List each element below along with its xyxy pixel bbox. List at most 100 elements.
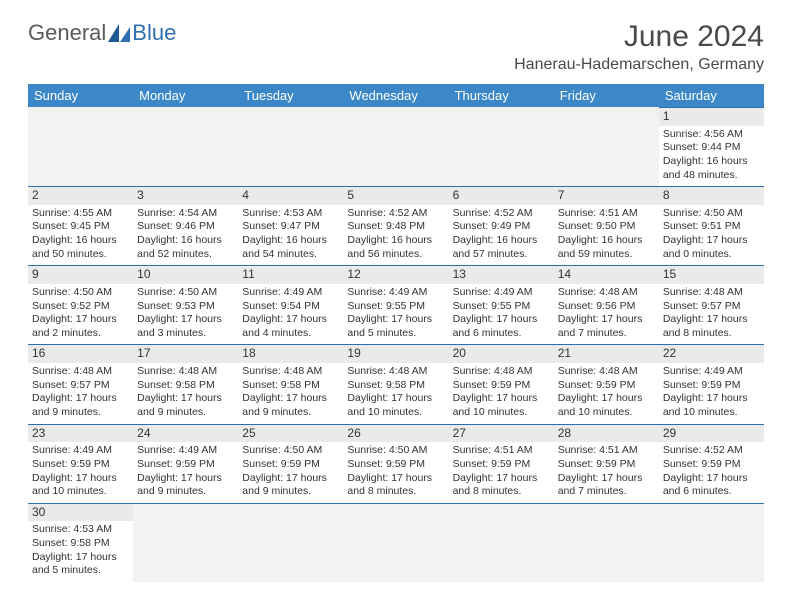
day-sunrise: Sunrise: 4:54 AM — [137, 207, 234, 221]
day-daylight2: and 10 minutes. — [663, 406, 760, 420]
day-daylight2: and 2 minutes. — [32, 327, 129, 341]
blank-cell — [343, 107, 448, 186]
blank-cell — [133, 503, 238, 582]
day-sunrise: Sunrise: 4:48 AM — [558, 286, 655, 300]
day-cell: 3Sunrise: 4:54 AMSunset: 9:46 PMDaylight… — [133, 186, 238, 265]
day-number: 14 — [554, 266, 659, 284]
day-number: 26 — [343, 425, 448, 443]
day-daylight1: Daylight: 17 hours — [137, 472, 234, 486]
day-sunrise: Sunrise: 4:49 AM — [32, 444, 129, 458]
day-sunset: Sunset: 9:59 PM — [663, 379, 760, 393]
blank-cell — [554, 107, 659, 186]
calendar-grid: SundayMondayTuesdayWednesdayThursdayFrid… — [28, 84, 764, 582]
day-sunrise: Sunrise: 4:51 AM — [453, 444, 550, 458]
day-daylight1: Daylight: 16 hours — [663, 155, 760, 169]
day-cell: 23Sunrise: 4:49 AMSunset: 9:59 PMDayligh… — [28, 424, 133, 503]
day-sunrise: Sunrise: 4:50 AM — [137, 286, 234, 300]
day-number: 9 — [28, 266, 133, 284]
day-daylight2: and 10 minutes. — [558, 406, 655, 420]
day-cell: 10Sunrise: 4:50 AMSunset: 9:53 PMDayligh… — [133, 265, 238, 344]
day-daylight1: Daylight: 17 hours — [453, 472, 550, 486]
logo-sail-icon — [108, 24, 130, 42]
day-daylight2: and 5 minutes. — [347, 327, 444, 341]
day-daylight2: and 0 minutes. — [663, 248, 760, 262]
day-sunset: Sunset: 9:55 PM — [347, 300, 444, 314]
day-sunset: Sunset: 9:59 PM — [558, 379, 655, 393]
day-number: 15 — [659, 266, 764, 284]
day-daylight2: and 54 minutes. — [242, 248, 339, 262]
day-cell: 12Sunrise: 4:49 AMSunset: 9:55 PMDayligh… — [343, 265, 448, 344]
day-cell: 25Sunrise: 4:50 AMSunset: 9:59 PMDayligh… — [238, 424, 343, 503]
day-number: 4 — [238, 187, 343, 205]
day-daylight1: Daylight: 16 hours — [242, 234, 339, 248]
day-cell: 13Sunrise: 4:49 AMSunset: 9:55 PMDayligh… — [449, 265, 554, 344]
day-sunset: Sunset: 9:47 PM — [242, 220, 339, 234]
logo: General Blue — [28, 20, 176, 46]
day-cell: 8Sunrise: 4:50 AMSunset: 9:51 PMDaylight… — [659, 186, 764, 265]
day-sunset: Sunset: 9:59 PM — [558, 458, 655, 472]
day-sunset: Sunset: 9:46 PM — [137, 220, 234, 234]
day-sunset: Sunset: 9:58 PM — [347, 379, 444, 393]
day-cell: 2Sunrise: 4:55 AMSunset: 9:45 PMDaylight… — [28, 186, 133, 265]
day-number: 3 — [133, 187, 238, 205]
logo-text-1: General — [28, 20, 106, 46]
day-sunset: Sunset: 9:45 PM — [32, 220, 129, 234]
day-sunset: Sunset: 9:53 PM — [137, 300, 234, 314]
day-number: 22 — [659, 345, 764, 363]
day-daylight1: Daylight: 17 hours — [242, 313, 339, 327]
day-sunrise: Sunrise: 4:51 AM — [558, 207, 655, 221]
day-number: 27 — [449, 425, 554, 443]
day-sunrise: Sunrise: 4:52 AM — [453, 207, 550, 221]
day-sunset: Sunset: 9:50 PM — [558, 220, 655, 234]
day-sunset: Sunset: 9:59 PM — [242, 458, 339, 472]
day-daylight2: and 9 minutes. — [242, 485, 339, 499]
day-number: 11 — [238, 266, 343, 284]
weekday-header: Saturday — [659, 84, 764, 107]
weekday-header: Monday — [133, 84, 238, 107]
day-cell: 16Sunrise: 4:48 AMSunset: 9:57 PMDayligh… — [28, 344, 133, 423]
weekday-header: Thursday — [449, 84, 554, 107]
day-number: 29 — [659, 425, 764, 443]
day-daylight2: and 9 minutes. — [137, 406, 234, 420]
day-sunrise: Sunrise: 4:53 AM — [32, 523, 129, 537]
day-daylight1: Daylight: 17 hours — [453, 392, 550, 406]
day-sunset: Sunset: 9:59 PM — [453, 458, 550, 472]
day-sunrise: Sunrise: 4:48 AM — [558, 365, 655, 379]
day-daylight2: and 9 minutes. — [32, 406, 129, 420]
day-sunrise: Sunrise: 4:50 AM — [347, 444, 444, 458]
day-sunrise: Sunrise: 4:48 AM — [32, 365, 129, 379]
day-cell: 24Sunrise: 4:49 AMSunset: 9:59 PMDayligh… — [133, 424, 238, 503]
blank-cell — [238, 107, 343, 186]
day-number: 5 — [343, 187, 448, 205]
day-sunrise: Sunrise: 4:53 AM — [242, 207, 339, 221]
day-daylight1: Daylight: 17 hours — [558, 392, 655, 406]
day-sunset: Sunset: 9:52 PM — [32, 300, 129, 314]
day-cell: 26Sunrise: 4:50 AMSunset: 9:59 PMDayligh… — [343, 424, 448, 503]
day-daylight2: and 56 minutes. — [347, 248, 444, 262]
day-cell: 5Sunrise: 4:52 AMSunset: 9:48 PMDaylight… — [343, 186, 448, 265]
day-daylight1: Daylight: 17 hours — [558, 313, 655, 327]
blank-cell — [133, 107, 238, 186]
day-sunset: Sunset: 9:59 PM — [347, 458, 444, 472]
weekday-header: Wednesday — [343, 84, 448, 107]
day-daylight2: and 6 minutes. — [663, 485, 760, 499]
day-number: 30 — [28, 504, 133, 522]
day-cell: 29Sunrise: 4:52 AMSunset: 9:59 PMDayligh… — [659, 424, 764, 503]
day-sunrise: Sunrise: 4:49 AM — [663, 365, 760, 379]
day-daylight2: and 8 minutes. — [453, 485, 550, 499]
day-daylight2: and 59 minutes. — [558, 248, 655, 262]
blank-cell — [659, 503, 764, 582]
day-number: 28 — [554, 425, 659, 443]
day-sunrise: Sunrise: 4:48 AM — [347, 365, 444, 379]
day-daylight2: and 48 minutes. — [663, 169, 760, 183]
day-cell: 6Sunrise: 4:52 AMSunset: 9:49 PMDaylight… — [449, 186, 554, 265]
day-sunrise: Sunrise: 4:56 AM — [663, 128, 760, 142]
day-cell: 21Sunrise: 4:48 AMSunset: 9:59 PMDayligh… — [554, 344, 659, 423]
day-sunset: Sunset: 9:58 PM — [137, 379, 234, 393]
day-number: 18 — [238, 345, 343, 363]
day-daylight1: Daylight: 16 hours — [558, 234, 655, 248]
day-daylight2: and 6 minutes. — [453, 327, 550, 341]
day-number: 6 — [449, 187, 554, 205]
day-sunset: Sunset: 9:48 PM — [347, 220, 444, 234]
day-sunset: Sunset: 9:59 PM — [32, 458, 129, 472]
